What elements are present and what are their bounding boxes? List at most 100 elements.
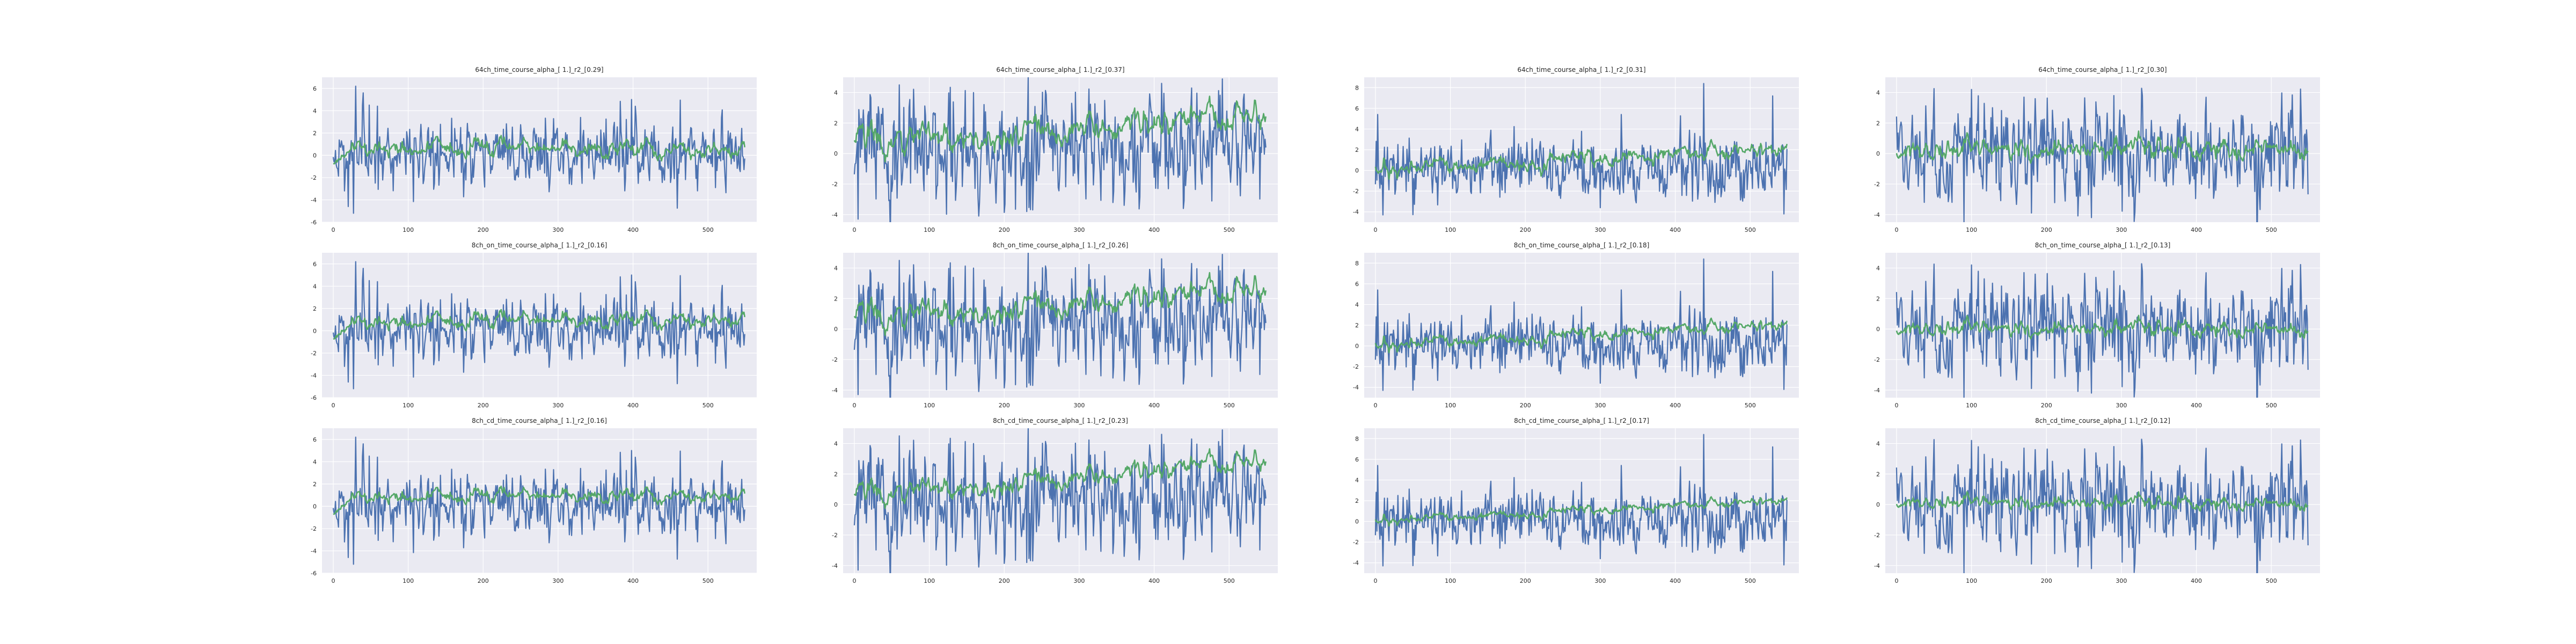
- predicted-series-line: [853, 448, 1267, 509]
- subplot: 0 100 200 300 400 500 -4 -2 0 2 4 8ch_on_time_cours…: [832, 241, 1278, 409]
- x-tick-label: 100: [1445, 577, 1456, 584]
- y-tick-label: 6: [1355, 281, 1359, 288]
- y-tick-label: 6: [1355, 456, 1359, 463]
- x-tick-label: 0: [852, 577, 856, 584]
- x-tick-label: 200: [2041, 577, 2052, 584]
- subplot-title: 64ch_time_course_alpha_[ 1.]_r2_[0.31]: [1517, 66, 1645, 74]
- predicted-series-line: [333, 485, 745, 515]
- x-tick-label: 500: [2266, 402, 2277, 409]
- y-tick-label: 4: [1355, 477, 1359, 484]
- subplot-title: 8ch_cd_time_course_alpha_[ 1.]_r2_[0.12]: [2035, 417, 2170, 425]
- predicted-series-line: [1374, 138, 1788, 180]
- y-tick-label: -2: [311, 174, 317, 181]
- y-tick-label: 2: [1876, 471, 1880, 478]
- measured-series-line: [853, 77, 1267, 222]
- y-tick-label: 2: [1355, 497, 1359, 504]
- y-tick-label: 0: [1355, 518, 1359, 525]
- y-tick-label: 2: [1876, 295, 1880, 302]
- x-tick-label: 0: [1373, 226, 1377, 233]
- y-tick-label: 8: [1355, 435, 1359, 442]
- y-tick-label: -4: [1353, 560, 1359, 567]
- x-tick-label: 0: [331, 577, 335, 584]
- measured-series-line: [1896, 263, 2309, 398]
- y-tick-label: 2: [834, 471, 838, 478]
- x-tick-label: 200: [1520, 577, 1531, 584]
- x-tick-label: 200: [999, 577, 1010, 584]
- y-tick-label: 4: [1876, 89, 1880, 96]
- y-tick-label: 2: [313, 481, 317, 488]
- measured-series-line: [1896, 87, 2309, 222]
- measured-series-line: [1374, 83, 1788, 216]
- x-tick-label: 500: [1224, 577, 1235, 584]
- y-tick-label: 0: [1355, 343, 1359, 350]
- predicted-series-line: [1896, 491, 2309, 512]
- y-tick-label: 0: [1876, 501, 1880, 508]
- y-tick-label: 4: [1355, 126, 1359, 133]
- subplot: 0 100 200 300 400 500 -4 -2 0 2 4 8ch_cd_time_cours…: [832, 417, 1278, 584]
- x-tick-label: 300: [2116, 577, 2127, 584]
- x-tick-label: 500: [1745, 226, 1756, 233]
- x-tick-label: 100: [924, 226, 935, 233]
- y-tick-label: -4: [311, 196, 317, 203]
- x-tick-label: 0: [1373, 577, 1377, 584]
- y-tick-label: -4: [311, 372, 317, 379]
- subplot: 0 100 200 300 400 500 -4 -2 0 2 4 64ch_time_course_…: [832, 66, 1278, 233]
- subplot-title: 8ch_cd_time_course_alpha_[ 1.]_r2_[0.16]: [472, 417, 607, 425]
- predicted-series-line: [1374, 317, 1788, 354]
- measured-series-line: [853, 428, 1267, 573]
- subplot: 0 100 200 300 400 500 -4 -2 0 2 4 8ch_on_time_cours…: [1874, 241, 2320, 409]
- y-tick-label: -2: [832, 356, 838, 363]
- y-tick-label: 0: [313, 503, 317, 510]
- subplot-title: 64ch_time_course_alpha_[ 1.]_r2_[0.30]: [2038, 66, 2167, 74]
- x-tick-label: 300: [1073, 577, 1085, 584]
- y-tick-label: -2: [1353, 539, 1359, 546]
- x-tick-label: 200: [478, 577, 489, 584]
- x-tick-label: 300: [2116, 226, 2127, 233]
- y-tick-label: -2: [832, 181, 838, 188]
- y-tick-label: 2: [834, 120, 838, 127]
- x-tick-label: 400: [2191, 402, 2202, 409]
- y-tick-label: 0: [1355, 167, 1359, 174]
- y-tick-label: 8: [1355, 84, 1359, 91]
- y-tick-label: -2: [832, 532, 838, 539]
- y-tick-label: 0: [834, 326, 838, 333]
- x-tick-label: 300: [1594, 226, 1606, 233]
- y-tick-label: -4: [832, 211, 838, 218]
- y-tick-label: -4: [1874, 387, 1880, 394]
- y-tick-label: -2: [1874, 532, 1880, 539]
- x-tick-label: 100: [1445, 402, 1456, 409]
- x-tick-label: 500: [1745, 577, 1756, 584]
- measured-series-line: [853, 253, 1267, 398]
- subplot: 0 100 200 300 400 500 -4 -2 0 2 4 8ch_cd_time_cours…: [1874, 417, 2320, 584]
- y-tick-label: 0: [313, 152, 317, 159]
- x-tick-label: 400: [1148, 577, 1160, 584]
- x-tick-label: 500: [2266, 577, 2277, 584]
- x-tick-label: 0: [331, 402, 335, 409]
- x-tick-label: 100: [1966, 226, 1977, 233]
- y-tick-label: -4: [1353, 384, 1359, 391]
- y-tick-label: 6: [313, 85, 317, 92]
- subplot-title: 8ch_on_time_course_alpha_[ 1.]_r2_[0.16]: [472, 241, 608, 249]
- x-tick-label: 100: [924, 577, 935, 584]
- y-tick-label: -4: [1874, 562, 1880, 569]
- measured-series-line: [1374, 434, 1788, 567]
- y-tick-label: -4: [1353, 209, 1359, 216]
- y-tick-label: -2: [311, 350, 317, 357]
- x-tick-label: 0: [1894, 402, 1898, 409]
- x-tick-label: 300: [1594, 402, 1606, 409]
- y-tick-label: -2: [311, 525, 317, 532]
- x-tick-label: 0: [1894, 577, 1898, 584]
- x-tick-label: 200: [1520, 402, 1531, 409]
- y-tick-label: -6: [311, 394, 317, 401]
- y-tick-label: -6: [311, 219, 317, 226]
- y-tick-label: 0: [834, 501, 838, 508]
- x-tick-label: 0: [1373, 402, 1377, 409]
- y-tick-label: 0: [313, 327, 317, 334]
- subplot-title: 8ch_on_time_course_alpha_[ 1.]_r2_[0.18]: [1514, 241, 1650, 249]
- y-tick-label: -4: [311, 547, 317, 554]
- x-tick-label: 500: [702, 226, 714, 233]
- y-tick-label: 2: [313, 305, 317, 312]
- y-tick-label: 2: [834, 295, 838, 302]
- x-tick-label: 300: [1073, 402, 1085, 409]
- measured-series-line: [1374, 258, 1788, 391]
